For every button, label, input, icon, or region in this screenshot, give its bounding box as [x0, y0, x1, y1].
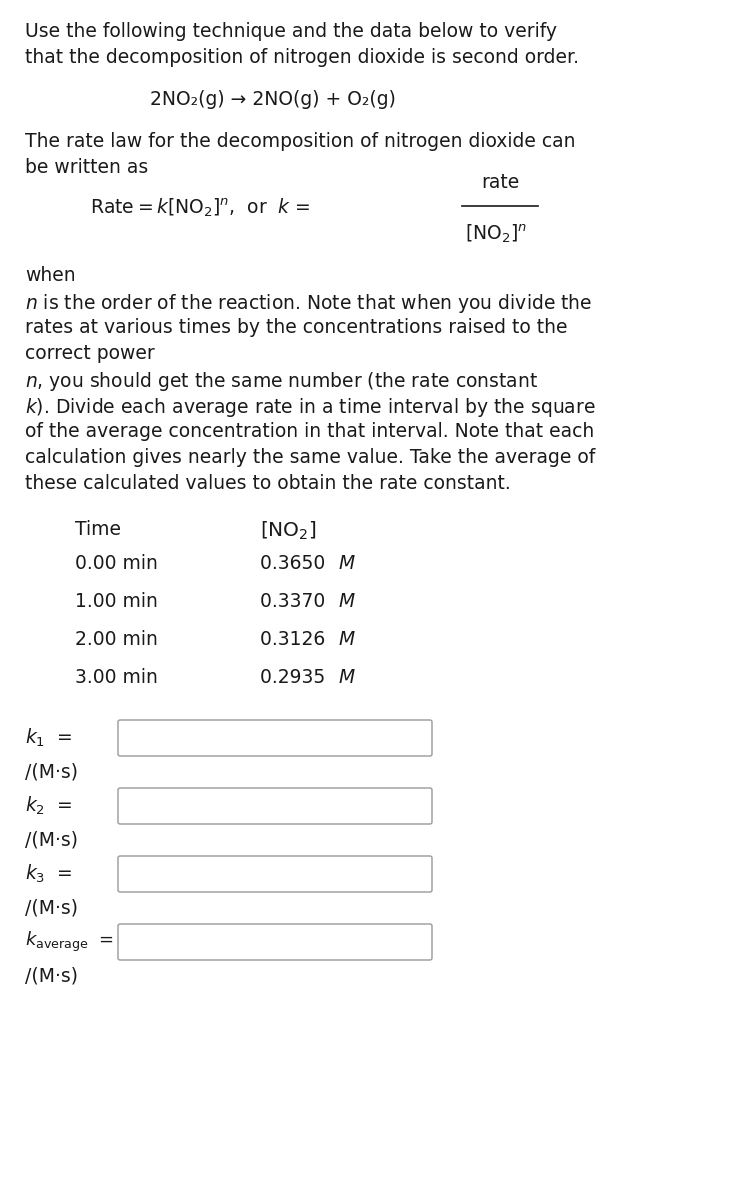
- Text: /(M·s): /(M·s): [25, 830, 78, 850]
- Text: $M$: $M$: [338, 554, 356, 572]
- Text: 1.00 min: 1.00 min: [75, 592, 158, 611]
- Text: of the average concentration in that interval. Note that each: of the average concentration in that int…: [25, 422, 595, 440]
- Text: $M$: $M$: [338, 630, 356, 649]
- Text: /(M·s): /(M·s): [25, 966, 78, 985]
- FancyBboxPatch shape: [118, 924, 432, 960]
- Text: rates at various times by the concentrations raised to the: rates at various times by the concentrat…: [25, 318, 568, 337]
- Text: $k_\mathrm{average}$  =: $k_\mathrm{average}$ =: [25, 930, 114, 954]
- Text: $M$: $M$: [338, 592, 356, 611]
- Text: $n$ is the order of the reaction. Note that when you divide the: $n$ is the order of the reaction. Note t…: [25, 292, 592, 314]
- Text: calculation gives nearly the same value. Take the average of: calculation gives nearly the same value.…: [25, 448, 595, 467]
- Text: these calculated values to obtain the rate constant.: these calculated values to obtain the ra…: [25, 474, 511, 493]
- Text: 0.3370: 0.3370: [260, 592, 331, 611]
- Text: $k_1$  =: $k_1$ =: [25, 727, 72, 749]
- FancyBboxPatch shape: [118, 720, 432, 756]
- Text: be written as: be written as: [25, 158, 148, 176]
- Text: 2.00 min: 2.00 min: [75, 630, 158, 649]
- Text: $[\mathrm{NO}_2]^n$: $[\mathrm{NO}_2]^n$: [465, 222, 527, 245]
- Text: that the decomposition of nitrogen dioxide is second order.: that the decomposition of nitrogen dioxi…: [25, 48, 579, 67]
- Text: /(M·s): /(M·s): [25, 762, 78, 781]
- Text: $k$). Divide each average rate in a time interval by the square: $k$). Divide each average rate in a time…: [25, 396, 595, 419]
- FancyBboxPatch shape: [118, 856, 432, 892]
- Text: correct power: correct power: [25, 344, 154, 362]
- Text: $[\mathrm{NO}_2]$: $[\mathrm{NO}_2]$: [260, 520, 316, 542]
- Text: $k_3$  =: $k_3$ =: [25, 863, 72, 886]
- Text: 0.3126: 0.3126: [260, 630, 331, 649]
- Text: $n$, you should get the same number (the rate constant: $n$, you should get the same number (the…: [25, 370, 538, 392]
- Text: 0.2935: 0.2935: [260, 668, 331, 686]
- Text: 0.3650: 0.3650: [260, 554, 331, 572]
- Text: $M$: $M$: [338, 668, 356, 686]
- Text: Use the following technique and the data below to verify: Use the following technique and the data…: [25, 22, 557, 41]
- Text: when: when: [25, 266, 75, 284]
- Text: rate: rate: [481, 173, 519, 192]
- Text: $\mathrm{Rate} = k[\mathrm{NO}_2]^n$,  or  $k$ =: $\mathrm{Rate} = k[\mathrm{NO}_2]^n$, or…: [90, 197, 310, 220]
- Text: 2NO₂(g) → 2NO(g) + O₂(g): 2NO₂(g) → 2NO(g) + O₂(g): [150, 90, 396, 109]
- Text: Time: Time: [75, 520, 121, 539]
- FancyBboxPatch shape: [118, 788, 432, 824]
- Text: /(M·s): /(M·s): [25, 898, 78, 917]
- Text: 3.00 min: 3.00 min: [75, 668, 158, 686]
- Text: $k_2$  =: $k_2$ =: [25, 794, 72, 817]
- Text: The rate law for the decomposition of nitrogen dioxide can: The rate law for the decomposition of ni…: [25, 132, 575, 151]
- Text: 0.00 min: 0.00 min: [75, 554, 158, 572]
